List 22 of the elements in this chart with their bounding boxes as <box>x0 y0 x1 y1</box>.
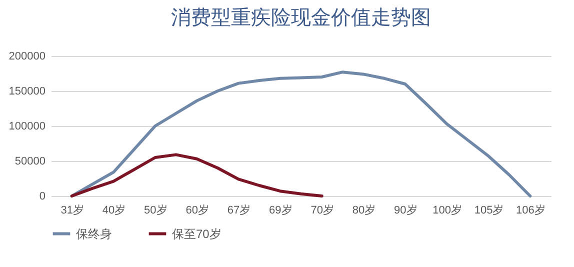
y-tick-label: 0 <box>39 190 46 202</box>
x-tick-label: 40岁 <box>102 204 126 216</box>
chart-title: 消费型重疾险现金价值走势图 <box>171 7 431 29</box>
x-tick-label: 50岁 <box>144 204 168 216</box>
line-series <box>70 153 324 198</box>
y-tick-label: 50000 <box>14 156 46 168</box>
x-tick-label: 100岁 <box>432 204 462 216</box>
y-tick-label: 200000 <box>8 50 46 62</box>
legend-label: 保终身 <box>76 226 112 241</box>
x-tick-label: 67岁 <box>227 204 251 216</box>
x-tick-label: 31岁 <box>60 204 84 216</box>
x-tick-label: 70岁 <box>310 204 334 216</box>
x-tick-label: 105岁 <box>474 204 504 216</box>
x-tick-label: 69岁 <box>269 204 292 216</box>
x-tick-label: 106岁 <box>516 204 546 216</box>
legend-label: 保至70岁 <box>172 226 222 241</box>
y-tick-label: 100000 <box>8 120 46 132</box>
x-tick-label: 80岁 <box>352 204 376 216</box>
y-tick-label: 150000 <box>8 86 46 98</box>
x-tick-label: 60岁 <box>186 204 209 216</box>
x-tick-label: 90岁 <box>394 204 418 216</box>
line-series <box>70 70 532 198</box>
